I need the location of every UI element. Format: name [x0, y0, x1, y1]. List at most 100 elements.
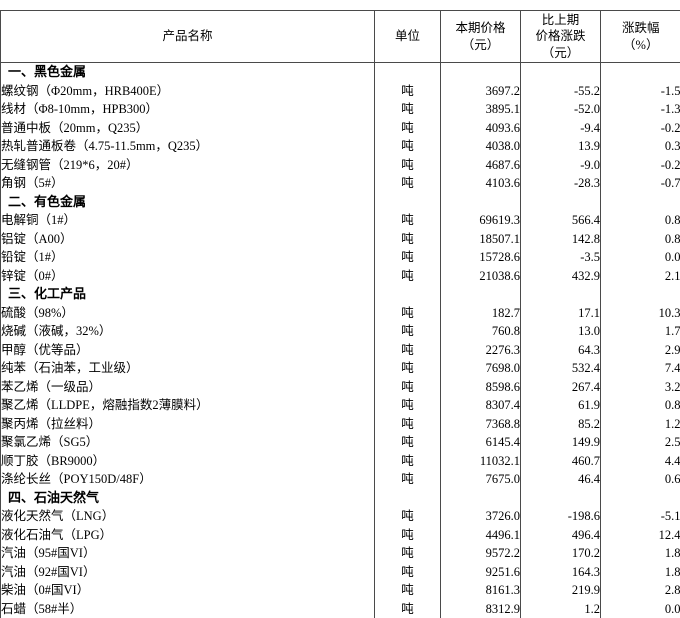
section-header-row: 一、黑色金属: [1, 62, 680, 82]
product-name-cell: 无缝钢管（219*6，20#）: [1, 157, 139, 172]
unit-cell: 吨: [374, 562, 441, 581]
change-cell: [520, 192, 601, 211]
pct-cell: -0.2: [600, 118, 680, 137]
product-name-cell: 石蜡（58#半）: [1, 601, 83, 616]
unit-cell: 吨: [374, 137, 441, 156]
pct-cell: 2.5: [600, 433, 680, 452]
unit-cell: 吨: [374, 81, 441, 100]
price-cell: 4038.0: [440, 137, 521, 156]
product-name-cell: 烧碱（液碱，32%）: [1, 324, 112, 338]
product-name-cell: 一、黑色金属: [8, 64, 87, 79]
pct-cell: 0.0: [600, 248, 680, 267]
unit-cell: [374, 192, 441, 211]
table-row: 螺纹钢（Φ20mm，HRB400E） 吨 3697.2 -55.2 -1.5: [1, 81, 680, 100]
col-header-pct: 涨跌幅 （%）: [600, 10, 680, 63]
product-name-cell: 热轧普通板卷（4.75-11.5mm，Q235）: [1, 139, 209, 153]
product-name-cell: 螺纹钢（Φ20mm，HRB400E）: [1, 83, 170, 98]
price-cell: 6145.4: [440, 433, 521, 452]
price-cell: [440, 488, 521, 507]
change-cell: -9.4: [520, 118, 601, 137]
table-row: 角钢（5#） 吨 4103.6 -28.3 -0.7: [1, 174, 680, 193]
change-cell: 460.7: [520, 451, 601, 470]
product-name-cell: 普通中板（20mm，Q235）: [1, 120, 149, 135]
change-cell: -9.0: [520, 155, 601, 174]
pct-cell: 2.1: [600, 266, 680, 285]
pct-cell: -5.1: [600, 507, 680, 526]
table-row: 电解铜（1#） 吨 69619.3 566.4 0.8: [1, 211, 680, 230]
table-row: 线材（Φ8-10mm，HPB300） 吨 3895.1 -52.0 -1.3: [1, 100, 680, 119]
price-cell: 21038.6: [440, 266, 521, 285]
price-cell: 4687.6: [440, 155, 521, 174]
unit-cell: 吨: [374, 155, 441, 174]
change-cell: 85.2: [520, 414, 601, 433]
price-cell: 2276.3: [440, 340, 521, 359]
pct-cell: -0.2: [600, 155, 680, 174]
table-row: 铅锭（1#） 吨 15728.6 -3.5 0.0: [1, 248, 680, 267]
change-cell: 170.2: [520, 544, 601, 563]
table-row: 石蜡（58#半） 吨 8312.9 1.2 0.0: [1, 599, 680, 618]
price-cell: 7675.0: [440, 470, 521, 489]
unit-cell: 吨: [374, 396, 441, 415]
price-cell: 9572.2: [440, 544, 521, 563]
pct-cell: [600, 192, 680, 211]
unit-cell: 吨: [374, 340, 441, 359]
col-header-change: 比上期 价格涨跌 （元）: [520, 10, 601, 63]
pct-cell: 12.4: [600, 525, 680, 544]
unit-cell: 吨: [374, 174, 441, 193]
table-row: 普通中板（20mm，Q235） 吨 4093.6 -9.4 -0.2: [1, 118, 680, 137]
unit-cell: 吨: [374, 544, 441, 563]
price-cell: 8312.9: [440, 599, 521, 618]
change-cell: 164.3: [520, 562, 601, 581]
price-cell: 4496.1: [440, 525, 521, 544]
price-cell: 69619.3: [440, 211, 521, 230]
price-cell: 9251.6: [440, 562, 521, 581]
pct-cell: [600, 62, 680, 82]
unit-cell: 吨: [374, 266, 441, 285]
table-row: 聚乙烯（LLDPE，熔融指数2薄膜料） 吨 8307.4 61.9 0.8: [1, 396, 680, 415]
unit-cell: 吨: [374, 322, 441, 341]
price-cell: 11032.1: [440, 451, 521, 470]
col-header-product: 产品名称: [0, 10, 375, 63]
product-name-cell: 聚丙烯（拉丝料）: [1, 416, 102, 431]
unit-cell: 吨: [374, 118, 441, 137]
pct-cell: 0.8: [600, 211, 680, 230]
change-cell: 13.0: [520, 322, 601, 341]
product-name-cell: 液化石油气（LPG）: [1, 527, 113, 542]
table-row: 纯苯（石油苯，工业级） 吨 7698.0 532.4 7.4: [1, 359, 680, 378]
change-cell: 566.4: [520, 211, 601, 230]
product-name-cell: 电解铜（1#）: [1, 213, 77, 227]
pct-cell: 2.9: [600, 340, 680, 359]
col-header-unit: 单位: [374, 10, 441, 63]
table-row: 液化天然气（LNG） 吨 3726.0 -198.6 -5.1: [1, 507, 680, 526]
product-name-cell: 顺丁胶（BR9000）: [1, 453, 106, 468]
price-cell: 3895.1: [440, 100, 521, 119]
product-name-cell: 甲醇（优等品）: [1, 342, 89, 357]
change-cell: 496.4: [520, 525, 601, 544]
price-cell: 8307.4: [440, 396, 521, 415]
col-header-pct-label: 涨跌幅 （%）: [621, 21, 660, 52]
unit-cell: [374, 488, 441, 507]
commodity-price-table: 产品名称 单位 本期价格 （元） 比上期 价格涨跌 （元） 涨跌幅 （%） 一、…: [0, 10, 680, 618]
change-cell: 532.4: [520, 359, 601, 378]
unit-cell: 吨: [374, 507, 441, 526]
pct-cell: 0.6: [600, 470, 680, 489]
change-cell: 46.4: [520, 470, 601, 489]
unit-cell: 吨: [374, 470, 441, 489]
change-cell: [520, 488, 601, 507]
price-cell: 4093.6: [440, 118, 521, 137]
change-cell: -52.0: [520, 100, 601, 119]
product-name-cell: 四、石油天然气: [8, 489, 100, 505]
col-header-price-label: 本期价格 （元）: [455, 21, 506, 52]
pct-cell: [600, 488, 680, 507]
pct-cell: 1.2: [600, 414, 680, 433]
price-cell: 3697.2: [440, 81, 521, 100]
product-name-cell: 聚氯乙烯（SG5）: [1, 435, 99, 449]
pct-cell: -1.3: [600, 100, 680, 119]
price-cell: [440, 192, 521, 211]
col-header-product-label: 产品名称: [162, 29, 213, 44]
unit-cell: 吨: [374, 303, 441, 322]
change-cell: -198.6: [520, 507, 601, 526]
section-header-row: 四、石油天然气: [1, 488, 680, 507]
price-cell: 15728.6: [440, 248, 521, 267]
change-cell: 432.9: [520, 266, 601, 285]
